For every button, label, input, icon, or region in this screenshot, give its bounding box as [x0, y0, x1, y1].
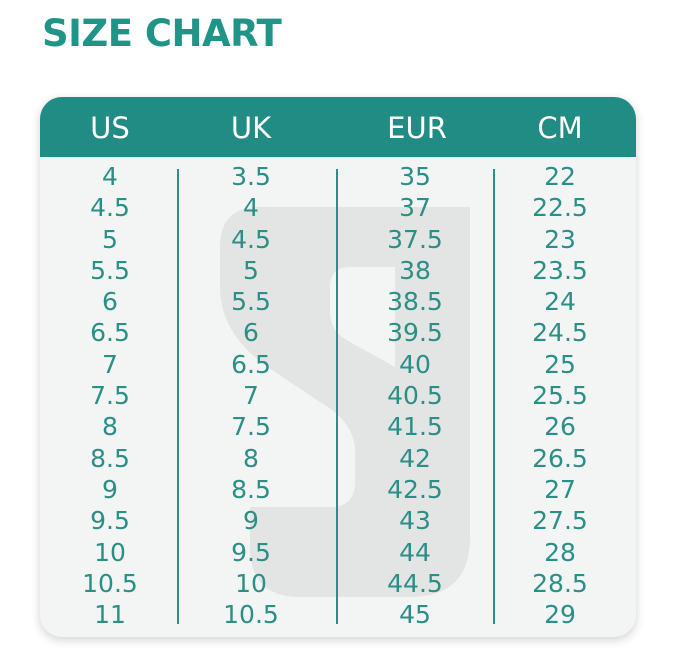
table-cell: 29: [544, 600, 576, 630]
table-cell: 43: [399, 506, 431, 536]
table-cell: 28: [544, 537, 576, 567]
header-eur: EUR: [387, 111, 447, 145]
table-cell: 39.5: [387, 318, 443, 348]
table-cell: 4.5: [231, 224, 271, 254]
table-cell: 11: [94, 600, 126, 630]
table-cell: 42.5: [387, 474, 443, 504]
table-cell: 26.5: [532, 443, 588, 473]
table-cell: 24: [544, 287, 576, 317]
table-cell: 41.5: [387, 412, 443, 442]
table-header: US UK EUR CM: [40, 97, 636, 157]
table-cell: 10: [94, 537, 126, 567]
table-cell: 7.5: [90, 381, 130, 411]
table-cell: 23.5: [532, 255, 588, 285]
table-cell: 5.5: [231, 287, 271, 317]
size-chart-table: US UK EUR CM 4 4.5 5 5.5 6 6.5 7 7.5 8 8.5 9 9.5 10 1…: [40, 97, 636, 637]
table-cell: 8.5: [90, 443, 130, 473]
table-cell: 8.5: [231, 474, 271, 504]
cm-column: 22 22.5 23 23.5 24 24.5 25 25.5 26 26.5 27 27.5 28 28…: [485, 161, 635, 630]
table-cell: 9: [102, 474, 118, 504]
table-cell: 9: [243, 506, 259, 536]
table-cell: 40.5: [387, 381, 443, 411]
table-cell: 9.5: [90, 506, 130, 536]
us-column: 4 4.5 5 5.5 6 6.5 7 7.5 8 8.5 9 9.5 10 10.5 11: [40, 161, 185, 630]
table-cell: 10: [235, 568, 267, 598]
table-cell: 8: [102, 412, 118, 442]
table-cell: 6.5: [90, 318, 130, 348]
table-cell: 24.5: [532, 318, 588, 348]
table-cell: 22: [544, 162, 576, 191]
table-cell: 35: [399, 162, 431, 191]
table-cell: 4: [243, 193, 259, 223]
table-cell: 6: [102, 287, 118, 317]
table-cell: 27.5: [532, 506, 588, 536]
header-us: US: [90, 111, 130, 145]
table-cell: 37: [399, 193, 431, 223]
header-uk: UK: [230, 111, 272, 145]
table-cell: 8: [243, 443, 259, 473]
table-cell: 7: [102, 349, 118, 379]
column-divider: [493, 169, 495, 624]
table-cell: 3.5: [231, 162, 271, 191]
table-cell: 10.5: [223, 600, 279, 630]
table-cell: 25: [544, 349, 576, 379]
table-cell: 38: [399, 255, 431, 285]
table-cell: 25.5: [532, 381, 588, 411]
table-cell: 5: [102, 224, 118, 254]
column-divider: [177, 169, 179, 624]
eur-column: 35 37 37.5 38 38.5 39.5 40 40.5 41.5 42 42.5 43 44 44…: [340, 161, 490, 630]
table-cell: 37.5: [387, 224, 443, 254]
table-cell: 4.5: [90, 193, 130, 223]
table-cell: 7: [243, 381, 259, 411]
table-cell: 22.5: [532, 193, 588, 223]
table-cell: 38.5: [387, 287, 443, 317]
table-cell: 6: [243, 318, 259, 348]
uk-column: 3.5 4 4.5 5 5.5 6 6.5 7 7.5 8 8.5 9 9.5 10 10.5: [176, 161, 326, 630]
table-cell: 4: [102, 162, 118, 191]
page-title: SIZE CHART: [42, 12, 282, 55]
header-cm: CM: [537, 111, 583, 145]
table-cell: 28.5: [532, 568, 588, 598]
table-cell: 6.5: [231, 349, 271, 379]
table-cell: 40: [399, 349, 431, 379]
table-cell: 27: [544, 474, 576, 504]
table-cell: 9.5: [231, 537, 271, 567]
table-cell: 10.5: [82, 568, 138, 598]
table-cell: 5.5: [90, 255, 130, 285]
table-cell: 23: [544, 224, 576, 254]
table-cell: 45: [399, 600, 431, 630]
table-cell: 7.5: [231, 412, 271, 442]
table-cell: 5: [243, 255, 259, 285]
brand-watermark-icon: [220, 207, 470, 597]
table-cell: 44: [399, 537, 431, 567]
table-cell: 42: [399, 443, 431, 473]
table-cell: 44.5: [387, 568, 443, 598]
column-divider: [336, 169, 338, 624]
table-cell: 26: [544, 412, 576, 442]
